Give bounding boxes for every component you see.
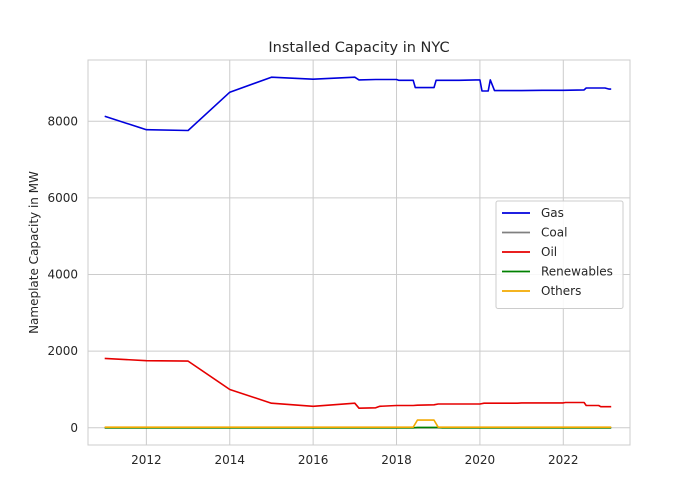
y-axis: 0 2000 4000 6000 8000 bbox=[47, 114, 78, 434]
x-axis: 2012 2014 2016 2018 2020 2022 bbox=[131, 453, 578, 467]
x-tick-label: 2012 bbox=[131, 453, 162, 467]
y-tick-label: 8000 bbox=[47, 114, 78, 128]
y-tick-label: 2000 bbox=[47, 344, 78, 358]
legend-label-coal: Coal bbox=[541, 226, 567, 240]
legend-label-renewables: Renewables bbox=[541, 265, 613, 279]
plot-frame bbox=[87, 59, 631, 446]
chart-title: Installed Capacity in NYC bbox=[268, 40, 449, 56]
legend-label-others: Others bbox=[541, 284, 581, 298]
x-tick-label: 2018 bbox=[381, 453, 412, 467]
legend: Gas Coal Oil Renewables Others bbox=[495, 200, 624, 309]
legend-label-oil: Oil bbox=[541, 245, 557, 259]
legend-label-gas: Gas bbox=[541, 206, 564, 220]
y-tick-label: 6000 bbox=[47, 191, 78, 205]
y-tick-label: 4000 bbox=[47, 268, 78, 282]
series-lines bbox=[104, 76, 612, 429]
x-tick-label: 2020 bbox=[465, 453, 496, 467]
series-line-gas bbox=[104, 76, 612, 132]
x-tick-label: 2014 bbox=[214, 453, 245, 467]
series-line-others bbox=[104, 419, 612, 429]
series-line-oil bbox=[104, 357, 612, 410]
y-axis-label: Nameplate Capacity in MW bbox=[27, 171, 41, 334]
grid bbox=[88, 60, 630, 445]
legend-box bbox=[495, 200, 624, 309]
x-tick-label: 2016 bbox=[298, 453, 329, 467]
x-tick-label: 2022 bbox=[548, 453, 579, 467]
y-tick-label: 0 bbox=[70, 421, 78, 435]
